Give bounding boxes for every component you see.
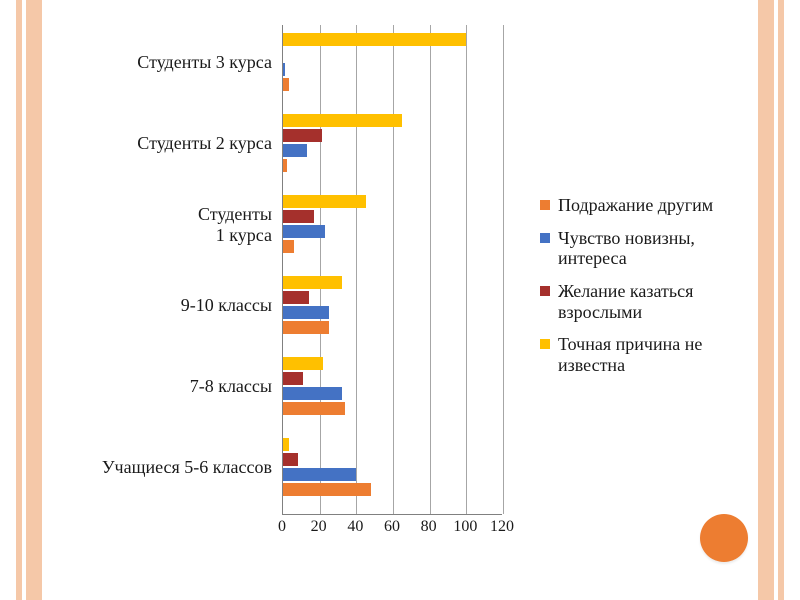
gridline — [393, 25, 394, 514]
bar — [283, 372, 303, 385]
bar — [283, 195, 366, 208]
legend-item: Чувство новизны, интереса — [540, 228, 750, 269]
chart: Студенты 3 курса Студенты 2 курса Студенты… — [60, 25, 540, 565]
legend-label: Желание казаться взрослыми — [558, 281, 750, 322]
x-tick-label: 100 — [453, 518, 477, 536]
legend-item: Подражание другим — [540, 195, 750, 216]
bar — [283, 306, 329, 319]
bar — [283, 468, 356, 481]
decor-stripe — [778, 0, 784, 600]
bar — [283, 114, 402, 127]
gridline — [320, 25, 321, 514]
x-tick-label: 20 — [311, 518, 327, 536]
bar — [283, 225, 325, 238]
category-label: Студенты 3 курса — [60, 52, 272, 73]
bar — [283, 240, 294, 253]
x-tick-label: 0 — [278, 518, 286, 536]
bar — [283, 63, 285, 76]
category-label: Студенты1 курса — [60, 204, 272, 245]
legend-item: Точная причина не известна — [540, 334, 750, 375]
bar — [283, 159, 287, 172]
legend-label: Подражание другим — [558, 195, 750, 216]
legend-label: Точная причина не известна — [558, 334, 750, 375]
legend-swatch-icon — [540, 286, 550, 296]
legend-swatch-icon — [540, 200, 550, 210]
bar — [283, 387, 342, 400]
gridline — [503, 25, 504, 514]
decor-stripe — [16, 0, 22, 600]
x-tick-label: 40 — [347, 518, 363, 536]
gridline — [356, 25, 357, 514]
gridline — [466, 25, 467, 514]
legend-swatch-icon — [540, 233, 550, 243]
bar — [283, 33, 466, 46]
plot-area — [282, 25, 502, 515]
x-tick-label: 80 — [421, 518, 437, 536]
bar — [283, 276, 342, 289]
decor-stripe — [26, 0, 42, 600]
decor-stripe — [758, 0, 774, 600]
bar — [283, 453, 298, 466]
bar — [283, 210, 314, 223]
category-label: Учащиеся 5-6 классов — [60, 457, 272, 478]
legend: Подражание другим Чувство новизны, интере… — [540, 195, 750, 388]
legend-swatch-icon — [540, 339, 550, 349]
gridline — [430, 25, 431, 514]
bar — [283, 357, 323, 370]
bar — [283, 78, 289, 91]
x-tick-label: 120 — [490, 518, 514, 536]
x-tick-label: 60 — [384, 518, 400, 536]
y-axis-labels: Студенты 3 курса Студенты 2 курса Студенты… — [60, 25, 272, 515]
category-label: Студенты 2 курса — [60, 133, 272, 154]
bar — [283, 402, 345, 415]
slide: Студенты 3 курса Студенты 2 курса Студенты… — [0, 0, 800, 600]
bar — [283, 438, 289, 451]
legend-label: Чувство новизны, интереса — [558, 228, 750, 269]
bar — [283, 321, 329, 334]
bar — [283, 144, 307, 157]
category-label: 9-10 классы — [60, 295, 272, 316]
bar — [283, 291, 309, 304]
category-label: 7-8 классы — [60, 376, 272, 397]
decor-circle-icon — [700, 514, 748, 562]
bar — [283, 129, 322, 142]
legend-item: Желание казаться взрослыми — [540, 281, 750, 322]
bar — [283, 483, 371, 496]
